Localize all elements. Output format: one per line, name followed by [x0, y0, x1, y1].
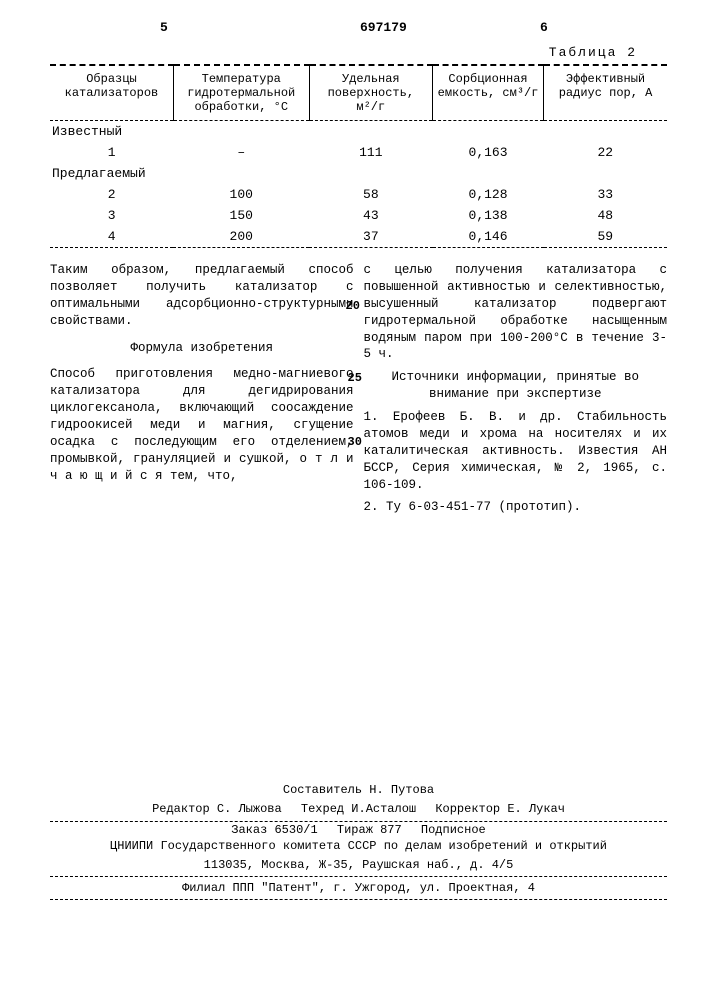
tirage: Тираж 877 — [337, 822, 402, 838]
sources-heading: Источники информации, принятые во вниман… — [364, 369, 668, 403]
cell-surf: 43 — [309, 205, 432, 226]
table-row: 4 200 37 0,146 59 — [50, 226, 667, 248]
address-line: 113035, Москва, Ж-35, Раушская наб., д. … — [50, 854, 667, 877]
cell-temp: 150 — [173, 205, 309, 226]
cell-id: 1 — [50, 142, 173, 163]
formula-heading: Формула изобретения — [50, 340, 354, 357]
cell-temp: 100 — [173, 184, 309, 205]
cell-surf: 111 — [309, 142, 432, 163]
cell-sorp: 0,138 — [433, 205, 544, 226]
right-column: 20 с целью получения катализатора с повы… — [364, 262, 668, 522]
group-label-proposed: Предлагаемый — [50, 163, 667, 184]
cell-surf: 37 — [309, 226, 432, 248]
table-caption: Таблица 2 — [50, 45, 667, 60]
cell-surf: 58 — [309, 184, 432, 205]
filial-line: Филиал ППП "Патент", г. Ужгород, ул. Про… — [50, 877, 667, 900]
col-sorption: Сорбционная емкость, см³/г — [433, 65, 544, 121]
sign: Подписное — [421, 822, 486, 838]
cell-temp: – — [173, 142, 309, 163]
col-temp: Температура гидротермальной обработки, °… — [173, 65, 309, 121]
table-header-row: Образцы катализаторов Температура гидрот… — [50, 65, 667, 121]
document-number: 697179 — [360, 20, 407, 35]
cell-id: 3 — [50, 205, 173, 226]
cell-id: 4 — [50, 226, 173, 248]
col-surface: Удельная поверхность, м²/г — [309, 65, 432, 121]
line-marker-20: 20 — [346, 298, 366, 314]
right-p3: 2. Ту 6-03-451-77 (прототип). — [364, 499, 668, 516]
cell-sorp: 0,128 — [433, 184, 544, 205]
col-samples: Образцы катализаторов — [50, 65, 173, 121]
cell-sorp: 0,146 — [433, 226, 544, 248]
cell-rad: 33 — [544, 184, 667, 205]
editors-line: Редактор С. Лыжова Техред И.Асталош Корр… — [50, 798, 667, 821]
left-p1: Таким образом, предлагаемый способ позво… — [50, 262, 354, 330]
cell-rad: 22 — [544, 142, 667, 163]
table-row: 3 150 43 0,138 48 — [50, 205, 667, 226]
corrector: Корректор Е. Лукач — [435, 801, 565, 817]
table-row: 1 – 111 0,163 22 — [50, 142, 667, 163]
data-table: Образцы катализаторов Температура гидрот… — [50, 64, 667, 248]
cell-sorp: 0,163 — [433, 142, 544, 163]
org-line: ЦНИИПИ Государственного комитета СССР по… — [50, 838, 667, 854]
cell-temp: 200 — [173, 226, 309, 248]
cell-rad: 59 — [544, 226, 667, 248]
table-group-proposed: Предлагаемый — [50, 163, 667, 184]
techred: Техред И.Асталош — [301, 801, 416, 817]
right-p1: с целью получения катализатора с повышен… — [364, 262, 668, 363]
body-columns: Таким образом, предлагаемый способ позво… — [50, 262, 667, 522]
page-number-left: 5 — [160, 20, 168, 35]
order: Заказ 6530/1 — [231, 822, 317, 838]
page-number-right: 6 — [540, 20, 548, 35]
group-label-known: Известный — [50, 121, 667, 143]
right-p2: 1. Ерофеев Б. В. и др. Стабильность атом… — [364, 409, 668, 493]
page-header: 5 697179 6 — [50, 20, 667, 45]
compiler-line: Составитель Н. Путова — [50, 782, 667, 798]
col-radius: Эффективный радиус пор, А — [544, 65, 667, 121]
order-line: Заказ 6530/1 Тираж 877 Подписное — [50, 822, 667, 838]
cell-rad: 48 — [544, 205, 667, 226]
table-group-known: Известный — [50, 121, 667, 143]
left-column: Таким образом, предлагаемый способ позво… — [50, 262, 354, 522]
imprint-block: Составитель Н. Путова Редактор С. Лыжова… — [50, 782, 667, 900]
table-row: 2 100 58 0,128 33 — [50, 184, 667, 205]
editor: Редактор С. Лыжова — [152, 801, 282, 817]
left-p2: Способ приготовления медно-магниевого ка… — [50, 366, 354, 484]
cell-id: 2 — [50, 184, 173, 205]
